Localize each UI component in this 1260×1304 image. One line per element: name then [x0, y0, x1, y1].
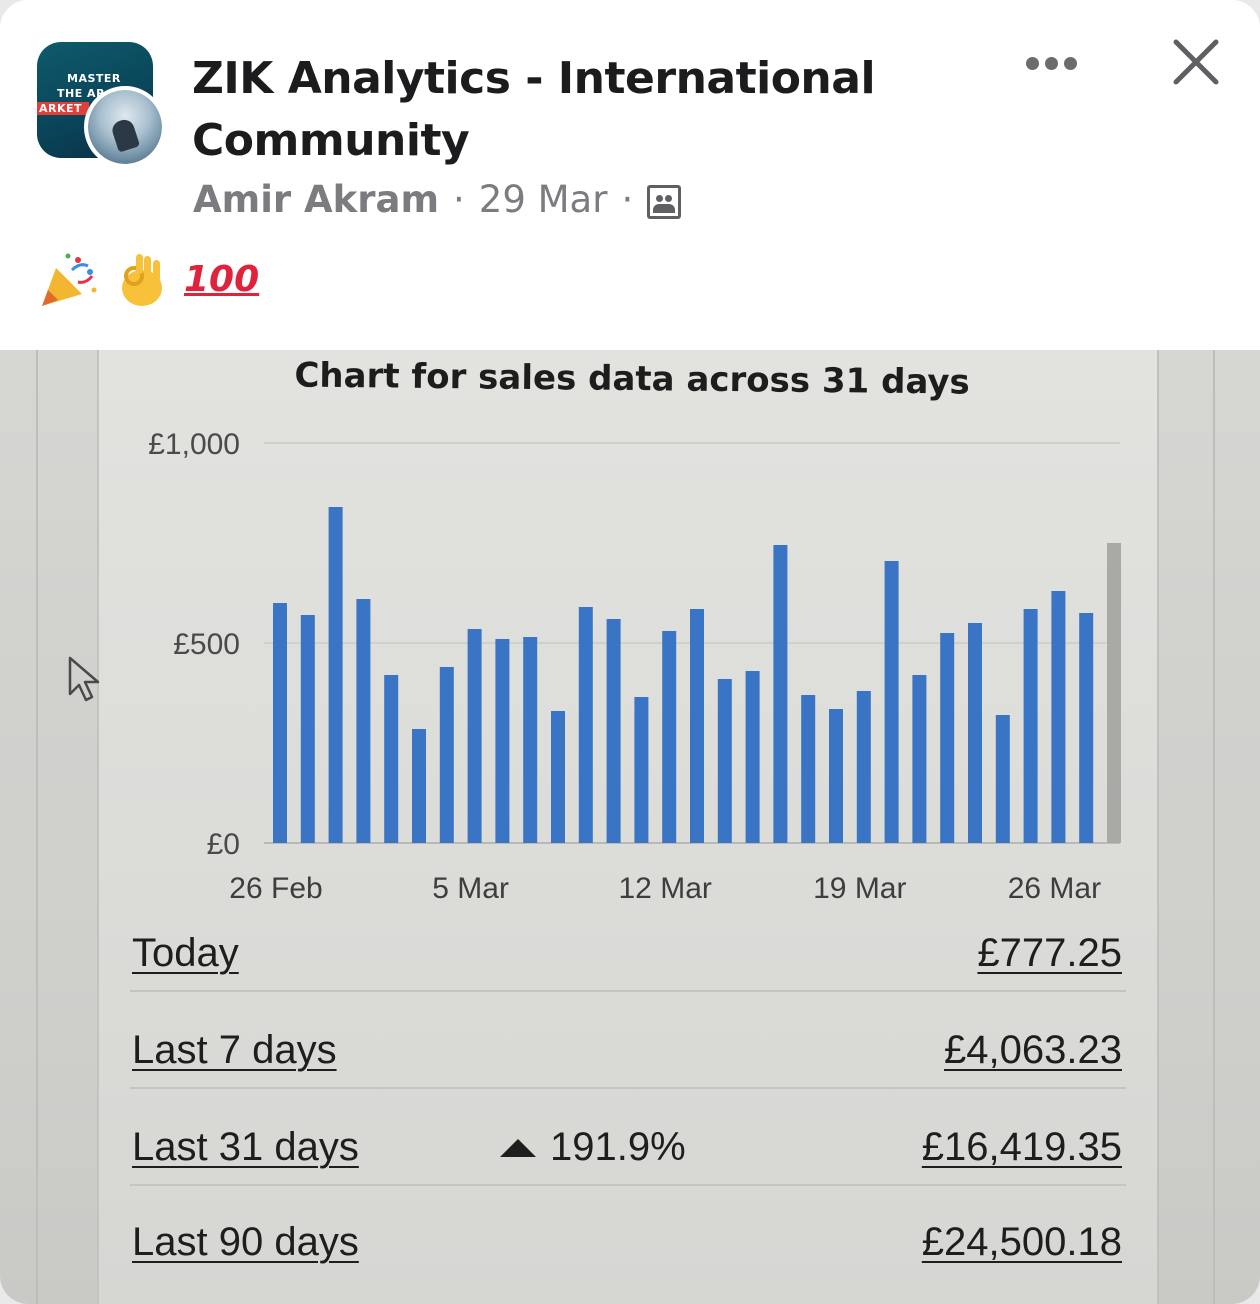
- chart-bar: [606, 619, 621, 843]
- x-tick-label: 12 Mar: [619, 872, 712, 905]
- chart-title: Chart for sales data across 31 days: [294, 355, 970, 402]
- chart-bar: [273, 603, 287, 843]
- post-meta: Amir Akram · 29 Mar ·: [193, 178, 682, 221]
- sales-chart: Chart for sales data across 31 days £0 £50…: [148, 355, 1121, 905]
- chart-bar: [1107, 543, 1121, 843]
- stat-label[interactable]: Last 90 days: [132, 1220, 359, 1264]
- stat-value[interactable]: £16,419.35: [921, 1125, 1122, 1169]
- chart-bar: [662, 631, 677, 843]
- close-icon[interactable]: [1168, 34, 1224, 90]
- chart-bar: [634, 697, 649, 843]
- stat-value[interactable]: £777.25: [977, 931, 1122, 975]
- chart-bar: [356, 599, 371, 843]
- chart-bar: [439, 667, 454, 843]
- stat-row[interactable]: Last 90 days £24,500.18: [130, 1207, 1126, 1279]
- y-tick-label: £0: [207, 828, 240, 861]
- y-tick-label: £500: [173, 628, 240, 661]
- ok-hand-emoji: [122, 254, 162, 306]
- meta-separator-2: ·: [621, 178, 634, 221]
- chart-bar: [578, 607, 593, 843]
- reactions: 100: [38, 250, 259, 310]
- chart-bar: [300, 615, 315, 843]
- group-name[interactable]: ZIK Analytics - International Community: [192, 53, 876, 166]
- chart-bar: [912, 675, 927, 843]
- post-photo[interactable]: Chart for sales data across 31 days £0 £50…: [0, 350, 1260, 1304]
- stat-row[interactable]: Last 31 days 191.9% £16,419.35: [130, 1112, 1126, 1186]
- stat-change: 191.9%: [500, 1125, 686, 1170]
- chart-bar: [328, 507, 343, 843]
- chart-bar: [551, 711, 565, 843]
- chart-bar: [523, 637, 538, 843]
- x-tick-label: 26 Feb: [229, 872, 322, 905]
- chart-bar: [856, 691, 871, 843]
- chart-bar: [829, 709, 843, 843]
- chart-bar: [995, 715, 1010, 843]
- chart-bar: [690, 609, 704, 843]
- post-date[interactable]: 29 Mar: [478, 178, 608, 221]
- group-avatar-text-3: ARKET: [37, 102, 89, 115]
- chart-bar: [884, 561, 899, 843]
- y-tick-label: £1,000: [148, 428, 240, 461]
- chart-bar: [1051, 591, 1066, 843]
- stat-row[interactable]: Last 7 days £4,063.23: [130, 1015, 1126, 1089]
- chart-bar: [940, 633, 955, 843]
- chart-bar: [717, 679, 732, 843]
- stat-label[interactable]: Last 31 days: [132, 1125, 359, 1169]
- chart-bar: [495, 639, 510, 843]
- stat-value[interactable]: £24,500.18: [921, 1220, 1122, 1264]
- stat-label[interactable]: Today: [132, 931, 239, 975]
- author-name[interactable]: Amir Akram: [193, 178, 440, 221]
- mouse-cursor-icon: [68, 656, 100, 702]
- stat-change-value: 191.9%: [550, 1125, 686, 1169]
- group-avatar-text-2: THE AR: [57, 87, 106, 100]
- stat-label[interactable]: Last 7 days: [132, 1028, 337, 1072]
- stat-value[interactable]: £4,063.23: [944, 1028, 1122, 1072]
- x-tick-label: 26 Mar: [1008, 872, 1101, 905]
- more-options-icon[interactable]: [1026, 52, 1086, 74]
- chart-bar: [773, 545, 788, 843]
- chart-bar: [745, 671, 760, 843]
- up-triangle-icon: [500, 1138, 536, 1157]
- party-popper-emoji: [42, 253, 97, 306]
- x-tick-label: 5 Mar: [432, 872, 509, 905]
- chart-bar: [968, 623, 982, 843]
- chart-bar: [412, 729, 426, 843]
- author-avatar[interactable]: [84, 86, 166, 168]
- hundred-points-emoji: 100: [184, 259, 260, 300]
- chart-bar: [801, 695, 816, 843]
- chart-bar: [384, 675, 399, 843]
- x-tick-label: 19 Mar: [813, 872, 906, 905]
- chart-bar: [467, 629, 482, 843]
- group-avatar-text-1: MASTER: [67, 72, 121, 85]
- group-icon: [647, 184, 682, 219]
- stat-row[interactable]: Today £777.25: [130, 918, 1126, 992]
- meta-separator: ·: [453, 178, 465, 221]
- chart-bar: [1079, 613, 1094, 843]
- chart-bar: [1023, 609, 1038, 843]
